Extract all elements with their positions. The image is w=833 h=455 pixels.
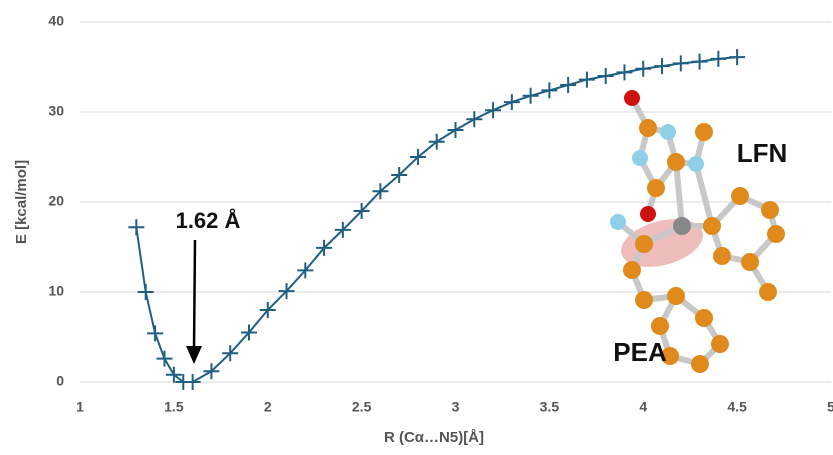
data-point xyxy=(504,94,520,110)
x-tick-label: 1.5 xyxy=(164,399,184,415)
annotation-arrow xyxy=(186,240,202,364)
data-point xyxy=(579,72,595,88)
data-point xyxy=(616,64,632,80)
data-point xyxy=(156,351,172,367)
data-point xyxy=(147,325,163,341)
molecule xyxy=(610,90,785,373)
x-tick-label: 2 xyxy=(264,399,272,415)
y-tick-label: 40 xyxy=(48,13,64,29)
y-axis-title: E [kcal/mol] xyxy=(13,160,30,244)
data-point xyxy=(523,88,539,104)
data-point xyxy=(448,122,464,138)
annotation: 1.62 Å xyxy=(176,207,241,233)
molecule-label: PEA xyxy=(613,337,667,367)
chart: LFN PEA 1.62 Å R (Cα…N5)[Å] E [kcal/mol]… xyxy=(0,0,833,450)
molecule-label: LFN xyxy=(737,138,788,168)
x-tick-label: 4 xyxy=(639,399,647,415)
data-point xyxy=(138,284,154,300)
data-point xyxy=(128,219,144,235)
data-point xyxy=(560,77,576,93)
x-tick-label: 2.5 xyxy=(352,399,372,415)
data-point xyxy=(692,54,708,70)
data-point xyxy=(635,61,651,77)
data-point xyxy=(729,49,745,65)
x-tick-label: 1 xyxy=(76,399,84,415)
data-point xyxy=(654,58,670,74)
x-tick-label: 3 xyxy=(452,399,460,415)
data-point xyxy=(485,102,501,118)
y-tick-label: 20 xyxy=(48,193,64,209)
data-point xyxy=(598,68,614,84)
y-tick-label: 10 xyxy=(48,283,64,299)
data-point xyxy=(541,82,557,98)
x-tick-label: 3.5 xyxy=(540,399,560,415)
data-point xyxy=(466,111,482,127)
data-point xyxy=(185,374,201,390)
x-tick-label: 5 xyxy=(827,399,833,415)
x-tick-label: 4.5 xyxy=(727,399,747,415)
data-point xyxy=(673,55,689,71)
x-axis-title: R (Cα…N5)[Å] xyxy=(384,429,484,446)
data-point xyxy=(166,367,182,383)
y-tick-label: 30 xyxy=(48,103,64,119)
data-point xyxy=(710,51,726,67)
y-tick-label: 0 xyxy=(56,373,64,389)
